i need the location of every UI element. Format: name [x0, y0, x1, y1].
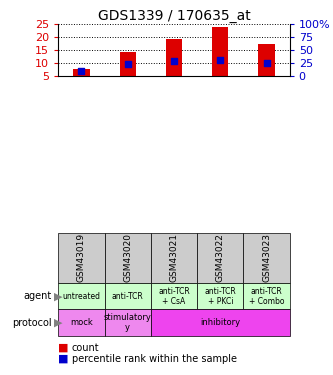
Text: untreated: untreated: [62, 292, 101, 301]
Text: inhibitory: inhibitory: [200, 318, 240, 327]
Bar: [151, 283, 197, 309]
Bar: [120, 52, 136, 76]
Bar: [258, 44, 275, 76]
Text: mock: mock: [70, 318, 93, 327]
Bar: [73, 69, 90, 76]
Point: [218, 57, 223, 63]
Text: GSM43022: GSM43022: [216, 233, 225, 282]
Bar: [105, 309, 151, 336]
Text: ■: ■: [58, 354, 69, 364]
Bar: [151, 309, 290, 336]
Bar: [58, 232, 105, 283]
Bar: [58, 309, 105, 336]
Text: stimulatory
y: stimulatory y: [104, 313, 152, 332]
Text: ▶: ▶: [54, 291, 63, 301]
Text: ■: ■: [58, 343, 69, 353]
Text: GSM43021: GSM43021: [169, 233, 178, 282]
Point: [79, 68, 84, 74]
Bar: [243, 283, 290, 309]
Bar: [212, 27, 228, 76]
Bar: [105, 232, 151, 283]
Bar: [197, 232, 243, 283]
Text: GSM43023: GSM43023: [262, 233, 271, 282]
Point: [125, 62, 131, 68]
Bar: [197, 283, 243, 309]
Text: anti-TCR
+ Combo: anti-TCR + Combo: [249, 286, 284, 306]
Point: [171, 58, 176, 64]
Text: protocol: protocol: [12, 318, 52, 327]
Text: count: count: [72, 343, 99, 353]
Text: anti-TCR: anti-TCR: [112, 292, 144, 301]
Text: anti-TCR
+ PKCi: anti-TCR + PKCi: [204, 286, 236, 306]
Text: GSM43020: GSM43020: [123, 233, 132, 282]
Text: GSM43019: GSM43019: [77, 233, 86, 282]
Text: percentile rank within the sample: percentile rank within the sample: [72, 354, 236, 364]
Bar: [166, 39, 182, 76]
Bar: [58, 283, 105, 309]
Bar: [105, 283, 151, 309]
Point: [264, 60, 269, 66]
Bar: [243, 232, 290, 283]
Text: anti-TCR
+ CsA: anti-TCR + CsA: [158, 286, 190, 306]
Text: agent: agent: [23, 291, 52, 301]
Title: GDS1339 / 170635_at: GDS1339 / 170635_at: [98, 9, 250, 23]
Bar: [151, 232, 197, 283]
Text: ▶: ▶: [54, 318, 63, 327]
